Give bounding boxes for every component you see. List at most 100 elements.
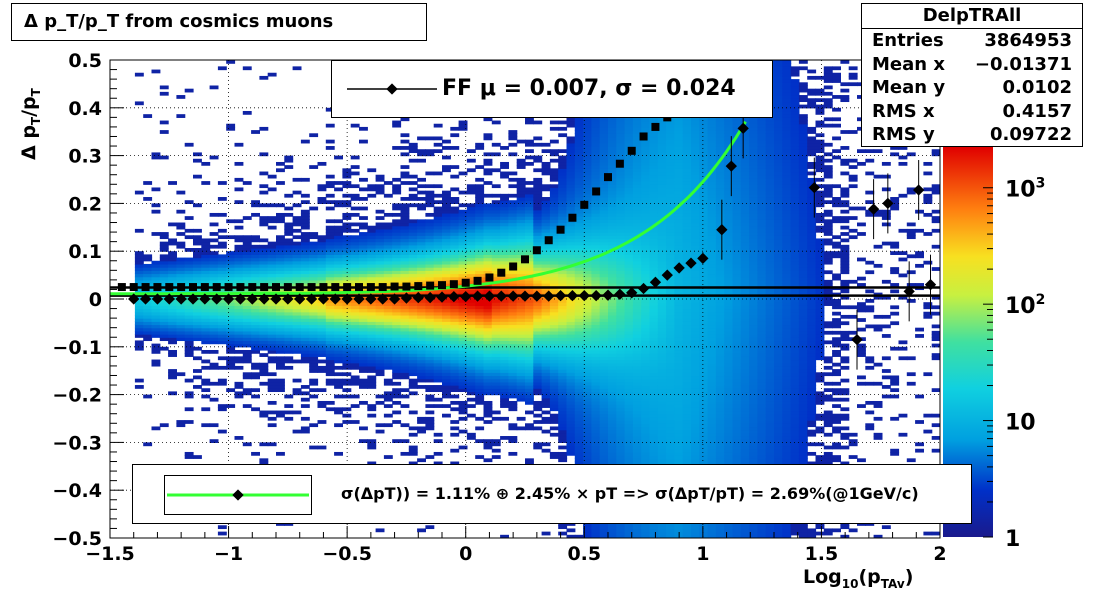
sigma-point xyxy=(627,146,636,155)
mean-point xyxy=(614,288,626,300)
mean-point xyxy=(400,292,413,304)
sigma-point xyxy=(402,282,411,291)
sigma-point xyxy=(366,283,375,292)
y-tick-label: −0.4 xyxy=(52,480,102,502)
y-axis-title: Δ pT/pT xyxy=(18,88,43,160)
mean-point xyxy=(602,289,614,301)
mean-point xyxy=(471,290,484,302)
mean-point xyxy=(317,293,330,305)
sigma-point xyxy=(509,262,518,271)
mean-point xyxy=(460,290,472,303)
mean-point xyxy=(424,291,436,304)
sigma-point xyxy=(355,283,363,292)
sigma-point xyxy=(568,213,577,222)
x-tick-label: −0.5 xyxy=(322,543,372,565)
mean-point xyxy=(436,291,448,303)
mean-point xyxy=(903,285,915,298)
sigma-point xyxy=(592,187,601,196)
mean-point xyxy=(649,276,662,288)
stats-box: DelpTRAll Entries 3864953 Mean x −0.01371 … xyxy=(861,3,1083,147)
sigma-point xyxy=(449,280,458,289)
sigma-point xyxy=(165,283,174,292)
legend-resolution-text: σ(ΔpT)) = 1.11% ⊕ 2.45% × pT => σ(ΔpT/pT… xyxy=(341,484,919,503)
mean-point xyxy=(412,291,424,304)
sigma-point xyxy=(378,283,387,292)
mean-point xyxy=(913,184,925,196)
y-tick-label: 0.3 xyxy=(68,146,102,168)
y-tick-label: 0.4 xyxy=(68,98,102,120)
legend-resolution: σ(ΔpT)) = 1.11% ⊕ 2.45% × pT => σ(ΔpT/pT… xyxy=(132,464,972,524)
plot-title: Δ p_T/p_T from cosmics muons xyxy=(24,11,334,32)
mean-point xyxy=(637,282,650,295)
x-tick-label: −1 xyxy=(214,543,243,565)
mean-point xyxy=(554,289,567,302)
stats-row: Entries 3864953 xyxy=(872,30,1072,51)
mean-point xyxy=(305,293,318,305)
mean-point xyxy=(737,122,749,135)
stats-row: Mean x −0.01371 xyxy=(872,53,1072,75)
mean-point xyxy=(697,252,709,265)
mean-point xyxy=(661,269,673,281)
mean-point xyxy=(808,181,820,194)
mean-point xyxy=(377,293,389,305)
sigma-point xyxy=(212,283,221,292)
mean-point xyxy=(151,293,164,305)
mean-point xyxy=(495,290,507,302)
legend-fit: FF μ = 0.007, σ = 0.024 xyxy=(331,60,773,118)
stats-name: DelpTRAll xyxy=(862,4,1082,29)
sigma-point xyxy=(473,276,482,285)
mean-point xyxy=(294,293,306,305)
sigma-point xyxy=(639,132,648,141)
sigma-point xyxy=(604,173,612,182)
sigma-point xyxy=(224,283,233,292)
sigma-point xyxy=(651,122,660,131)
mean-point xyxy=(725,160,737,172)
y-tick-label: −0.2 xyxy=(52,385,102,407)
legend-line-icon xyxy=(164,475,312,515)
mean-point xyxy=(341,293,353,305)
mean-point xyxy=(673,262,685,274)
z-tick-label: 103 xyxy=(1005,176,1045,203)
mean-point xyxy=(258,293,270,305)
mean-point xyxy=(448,290,460,303)
y-tick-label: −0.1 xyxy=(52,337,102,359)
mean-point xyxy=(543,290,555,302)
sigma-point xyxy=(129,283,138,292)
sigma-point xyxy=(426,281,435,290)
sigma-point xyxy=(307,283,316,292)
sigma-point xyxy=(390,282,399,291)
sigma-point xyxy=(580,200,589,209)
y-tick-label: −0.3 xyxy=(52,432,102,454)
sigma-point xyxy=(272,283,280,292)
mean-point xyxy=(626,287,638,299)
mean-point xyxy=(353,293,365,305)
mean-point xyxy=(282,293,294,305)
mean-point xyxy=(163,293,175,305)
sigma-point xyxy=(260,283,269,292)
sigma-point xyxy=(615,159,624,168)
x-tick-label: 0.5 xyxy=(567,543,601,565)
sigma-point xyxy=(485,273,494,282)
sigma-point xyxy=(141,283,150,292)
color-scale-axis: 1 10 102 103 xyxy=(983,176,1045,552)
x-tick-label: 1.5 xyxy=(805,543,839,565)
sigma-point xyxy=(295,283,304,292)
z-tick-label: 10 xyxy=(1005,411,1036,436)
sigma-point xyxy=(319,283,328,292)
y-tick-label: 0.2 xyxy=(68,193,102,215)
mean-point xyxy=(483,290,496,302)
sigma-point xyxy=(331,283,340,292)
mean-point xyxy=(329,293,341,305)
mean-point xyxy=(365,293,377,305)
stats-row: Mean y 0.0102 xyxy=(872,77,1072,98)
mean-point xyxy=(924,279,937,291)
sigma-point xyxy=(532,246,541,255)
y-tick-label: −0.5 xyxy=(52,528,102,550)
mean-point xyxy=(590,289,602,302)
y-tick-label: 0.5 xyxy=(68,50,102,72)
mean-point xyxy=(128,293,140,305)
mean-point xyxy=(199,293,211,305)
sigma-point xyxy=(248,283,257,292)
mean-point xyxy=(882,197,894,210)
mean-point xyxy=(270,293,282,305)
